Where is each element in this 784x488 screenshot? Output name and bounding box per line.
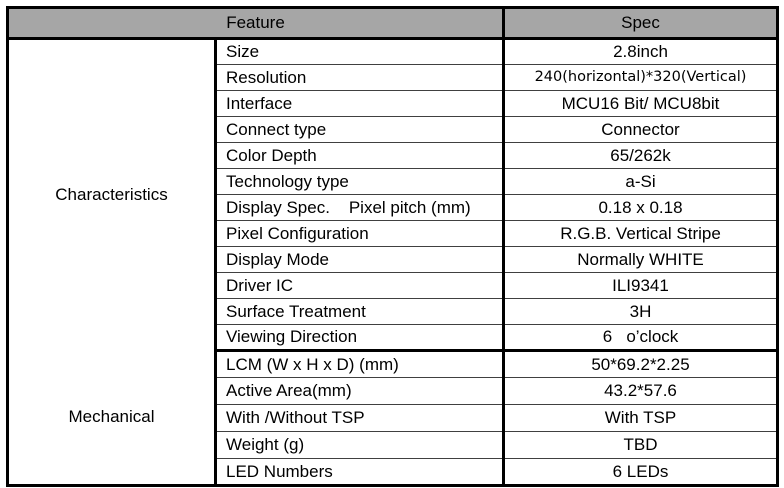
feature-cell: Weight (g) [215, 431, 504, 459]
spec-table: Feature Spec Characteristics Size 2.8inc… [6, 6, 779, 487]
table-row: LED Numbers 6 LEDs [8, 458, 778, 486]
feature-cell: Viewing Direction [215, 324, 504, 351]
spec-cell: Normally WHITE [502, 246, 778, 273]
feature-cell: LCM (W x H x D) (mm) [215, 349, 504, 378]
feature-cell: With /Without TSP [215, 404, 504, 432]
spec-cell: Connector [502, 116, 778, 143]
table-row: Interface MCU16 Bit/ MCU8bit [8, 90, 778, 117]
feature-cell: Technology type [215, 168, 504, 195]
spec-cell: With TSP [502, 404, 778, 432]
table-row: Connect type Connector [8, 116, 778, 143]
spec-cell: 2.8inch [502, 38, 778, 65]
feature-column-header: Feature [7, 7, 505, 40]
table-row: Color Depth 65/262k [8, 142, 778, 169]
spec-cell: 6 LEDs [502, 458, 778, 486]
feature-cell: Surface Treatment [215, 298, 504, 325]
table-row: Mechanical LCM (W x H x D) (mm) 50*69.2*… [7, 349, 778, 486]
spec-cell: a-Si [502, 168, 778, 195]
section-cell-mechanical: Mechanical [7, 350, 217, 486]
feature-cell: Driver IC [215, 272, 504, 299]
table-header-row: Feature Spec [7, 7, 778, 40]
spec-cell: 50*69.2*2.25 [502, 349, 778, 378]
feature-cell: Active Area(mm) [215, 377, 504, 405]
spec-cell: 65/262k [502, 142, 778, 169]
feature-cell: Connect type [215, 116, 504, 143]
spec-cell: MCU16 Bit/ MCU8bit [502, 90, 778, 117]
table-row: Driver IC ILI9341 [8, 272, 778, 299]
feature-cell: Pixel Configuration [215, 220, 504, 247]
table-row: Characteristics Size 2.8inch [7, 38, 778, 351]
spec-cell: R.G.B. Vertical Stripe [502, 220, 778, 247]
section-cell-characteristics: Characteristics [7, 38, 217, 351]
spec-cell: TBD [502, 431, 778, 459]
feature-cell: Size [226, 42, 260, 62]
table-row: Technology type a-Si [8, 168, 778, 195]
spec-column-header: Spec [503, 7, 778, 40]
table-row: Display Spec. Pixel pitch (mm) 0.18 x 0.… [8, 194, 778, 221]
feature-cell: Interface [215, 90, 504, 117]
spec-cell: 43.2*57.6 [502, 377, 778, 405]
spec-cell: 0.18 x 0.18 [502, 194, 778, 221]
feature-cell: Color Depth [215, 142, 504, 169]
table-row: Surface Treatment 3H [8, 298, 778, 325]
table-row: Weight (g) TBD [8, 431, 778, 459]
spec-cell: ILI9341 [502, 272, 778, 299]
feature-cell: Display Spec. Pixel pitch (mm) [215, 194, 504, 221]
spec-cell: 3H [502, 298, 778, 325]
spec-table-container: Feature Spec Characteristics Size 2.8inc… [6, 6, 779, 487]
table-row: Display Mode Normally WHITE [8, 246, 778, 273]
spec-cell: 6 o’clock [502, 324, 778, 351]
table-row: Active Area(mm) 43.2*57.6 [8, 377, 778, 405]
feature-cell: Resolution [215, 64, 504, 91]
feature-cell: LED Numbers [215, 458, 504, 486]
table-row: Pixel Configuration R.G.B. Vertical Stri… [8, 220, 778, 247]
table-row: Viewing Direction 6 o’clock [8, 324, 778, 351]
table-row: With /Without TSP With TSP [8, 404, 778, 432]
spec-cell: 240(horizontal)*320(Vertical) [502, 64, 778, 91]
table-row: Resolution 240(horizontal)*320(Vertical) [8, 64, 778, 91]
feature-cell: Display Mode [215, 246, 504, 273]
